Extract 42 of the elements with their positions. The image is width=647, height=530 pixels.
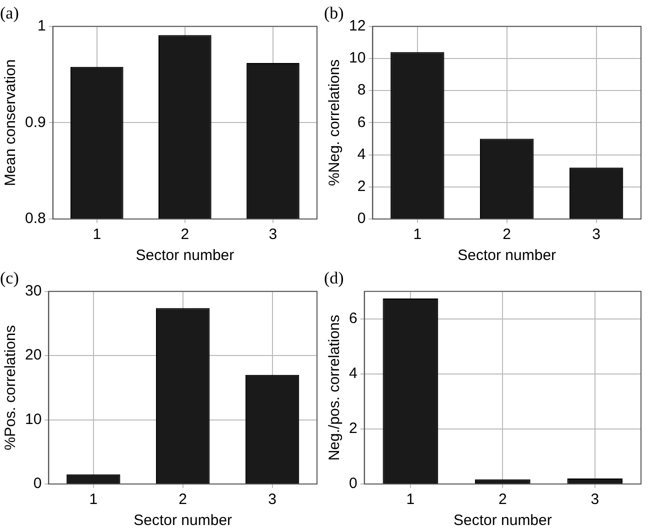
y-tick-label: 0 xyxy=(349,475,358,492)
y-tick-label: 30 xyxy=(24,282,42,300)
y-axis-title: Neg./pos. correlations xyxy=(326,314,344,461)
y-tick-label: 8 xyxy=(357,82,366,99)
x-axis-title: Sector number xyxy=(453,512,552,530)
x-tick-label: 3 xyxy=(268,491,276,508)
y-tick-label: 0.9 xyxy=(24,114,46,131)
x-axis-title: Sector number xyxy=(134,512,232,530)
y-axis-title: %Pos. correlations xyxy=(2,325,20,450)
y-tick-label: 4 xyxy=(349,365,358,382)
y-tick-label: 10 xyxy=(348,50,366,67)
x-tick-label: 2 xyxy=(498,491,507,508)
y-axis-title: Mean conservation xyxy=(2,59,20,186)
y-tick-label: 20 xyxy=(24,346,42,364)
y-tick-label: 0 xyxy=(33,475,42,492)
x-tick-label: 1 xyxy=(413,226,422,244)
x-tick-label: 3 xyxy=(590,491,600,508)
chart-title: (c) xyxy=(0,268,19,288)
y-tick-label: 6 xyxy=(349,310,358,328)
x-tick-label: 2 xyxy=(180,226,190,244)
y-tick-label: 2 xyxy=(349,420,358,438)
y-tick-label: 2 xyxy=(357,178,366,196)
x-axis-title: Sector number xyxy=(458,247,556,264)
y-axis-title: %Neg. correlations xyxy=(326,59,344,186)
chart-title: (b) xyxy=(324,4,344,23)
y-tick-label: 6 xyxy=(357,114,366,131)
y-tick-label: 0.8 xyxy=(24,210,46,228)
x-tick-label: 1 xyxy=(89,491,98,508)
x-tick-label: 3 xyxy=(268,226,278,244)
x-tick-label: 3 xyxy=(592,226,600,244)
x-tick-label: 1 xyxy=(406,491,415,508)
y-tick-label: 0 xyxy=(357,210,366,228)
y-tick-label: 4 xyxy=(357,146,366,163)
y-tick-label: 10 xyxy=(24,410,42,428)
x-tick-label: 1 xyxy=(92,226,102,244)
chart-title: (a) xyxy=(0,4,19,23)
y-tick-label: 12 xyxy=(348,18,366,35)
x-axis-title: Sector number xyxy=(136,247,234,264)
x-tick-label: 2 xyxy=(178,491,188,508)
x-tick-label: 2 xyxy=(502,226,512,244)
y-tick-label: 1 xyxy=(38,18,46,35)
chart-title: (d) xyxy=(324,268,344,288)
